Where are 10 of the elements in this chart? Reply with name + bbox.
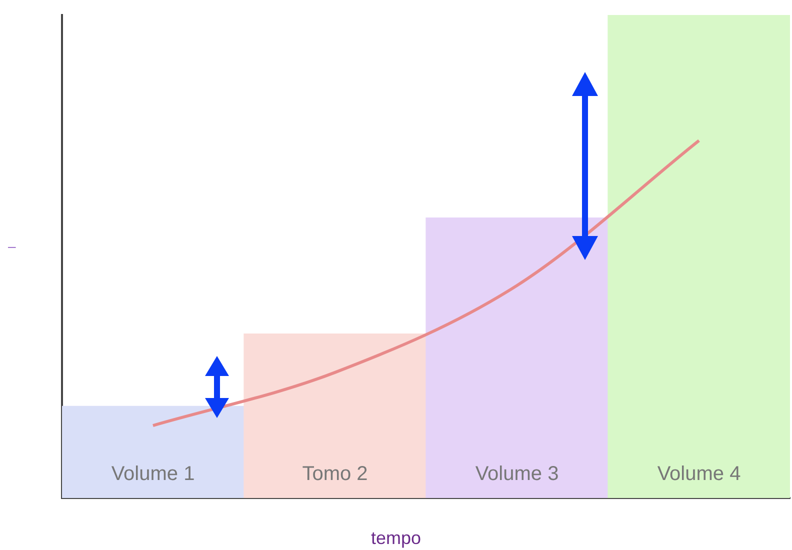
x-tick-label: Volume 1 bbox=[111, 463, 195, 485]
x-tick-label: Volume 4 bbox=[657, 463, 741, 485]
bar bbox=[426, 218, 608, 498]
bar bbox=[608, 15, 790, 498]
x-tick-label: Volume 3 bbox=[475, 463, 559, 485]
y-axis-title: – bbox=[8, 238, 16, 254]
x-axis-title: tempo bbox=[370, 528, 422, 549]
bar bbox=[244, 333, 426, 498]
bar bbox=[62, 406, 244, 498]
x-tick-label: Tomo 2 bbox=[302, 463, 368, 485]
